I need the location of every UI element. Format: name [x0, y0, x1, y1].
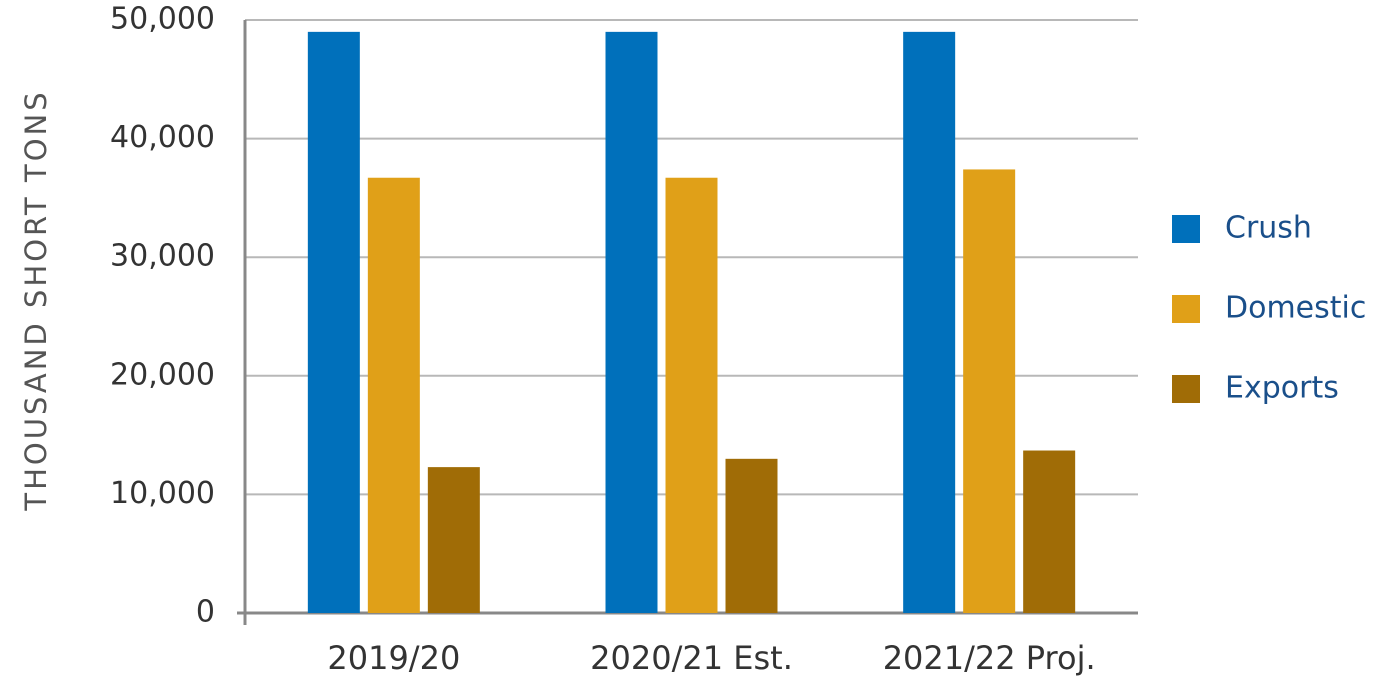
bar	[725, 458, 778, 613]
bar	[963, 169, 1016, 613]
y-tick-label: 0	[196, 595, 215, 630]
y-tick-label: 10,000	[110, 476, 215, 511]
legend-swatch	[1172, 295, 1200, 323]
x-tick-label: 2019/20	[327, 639, 460, 677]
legend-swatch	[1172, 215, 1200, 243]
bar	[665, 177, 718, 613]
legend-label: Domestic	[1225, 291, 1366, 326]
bar	[1023, 450, 1076, 613]
legend-label: Exports	[1225, 371, 1339, 406]
legend-swatch	[1172, 375, 1200, 403]
y-tick-label: 40,000	[110, 120, 215, 155]
legend-label: Crush	[1225, 211, 1312, 246]
x-tick-label: 2021/22 Proj.	[883, 639, 1096, 677]
bar	[367, 177, 420, 613]
x-tick-label: 2020/21 Est.	[590, 639, 793, 677]
bar	[903, 31, 956, 614]
y-axis-label: THOUSAND SHORT TONS	[19, 89, 53, 511]
bar	[427, 467, 480, 613]
bar	[307, 31, 360, 614]
y-tick-label: 50,000	[110, 2, 215, 37]
bar	[605, 31, 658, 614]
y-tick-label: 30,000	[110, 239, 215, 274]
y-tick-label: 20,000	[110, 357, 215, 392]
